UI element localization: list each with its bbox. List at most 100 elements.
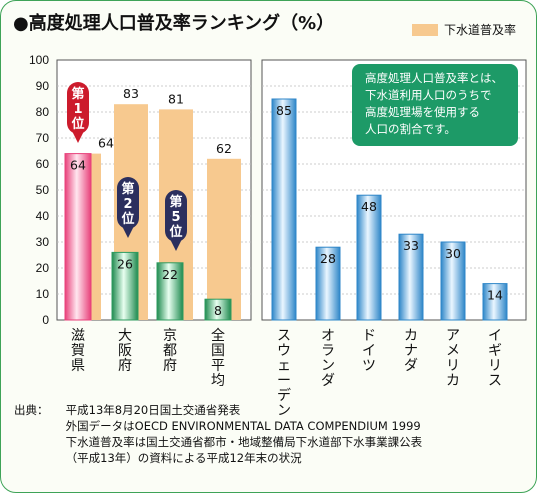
x-tick-label: 平	[211, 358, 225, 374]
rank-badge-text: 位	[121, 211, 134, 227]
treatment-bar	[271, 98, 297, 321]
x-tick-label: イ	[362, 343, 376, 359]
x-tick-label: 京	[163, 328, 177, 344]
source-line: 平成13年8月20日国土交通省発表	[65, 403, 241, 417]
x-tick-label: 府	[118, 358, 132, 374]
x-tick-label: ウ	[277, 343, 291, 359]
rank-badge	[165, 190, 187, 242]
y-tick-label: 80	[36, 105, 50, 119]
rank-badge-text: 位	[169, 224, 182, 240]
sewer-bar	[207, 158, 241, 320]
definition-callout-text: 下水道利用人口のうちで	[365, 88, 492, 102]
rank-badge-text: 1	[73, 102, 82, 117]
rank-badge-pointer	[72, 131, 84, 143]
legend-swatch-sewer	[411, 23, 438, 36]
treatment-value-label: 48	[361, 199, 377, 214]
x-tick-label: カ	[446, 373, 460, 389]
y-tick-label: 10	[36, 287, 50, 301]
rank-badge-text: 第	[121, 181, 134, 197]
definition-callout-text: 高度処理場を使用する	[365, 105, 480, 119]
x-tick-label: ツ	[362, 358, 376, 374]
x-tick-label: ド	[362, 328, 376, 344]
sewer-value-label: 81	[168, 91, 184, 106]
treatment-bar	[482, 283, 508, 321]
x-tick-label: イ	[488, 328, 502, 344]
x-tick-label: ス	[488, 373, 502, 389]
sewer-value-label: 62	[216, 141, 232, 156]
x-tick-label: 大	[118, 328, 132, 344]
x-tick-label: 阪	[118, 343, 132, 359]
treatment-value-label: 8	[214, 303, 222, 318]
source-line: 下水道普及率は国土交通省都市・地域整備局下水道部下水事業課公表	[65, 435, 423, 449]
x-tick-label: リ	[446, 358, 460, 374]
treatment-value-label: 26	[117, 256, 133, 271]
y-tick-label: 40	[36, 209, 50, 223]
treatment-bar	[315, 246, 341, 321]
x-tick-label: ダ	[321, 373, 335, 389]
x-tick-label: 均	[211, 373, 225, 389]
source-label: 出典：	[14, 403, 49, 417]
x-tick-label: ア	[446, 328, 460, 344]
x-tick-label: ス	[277, 328, 291, 344]
source-line: 外国データはOECD ENVIRONMENTAL DATA COMPENDIUM…	[65, 419, 421, 433]
x-tick-label: ナ	[404, 343, 418, 359]
y-tick-label: 50	[36, 183, 50, 197]
rank-badge-text: 第	[71, 86, 84, 102]
chart-title: ●高度処理人口普及率ランキング（%）	[13, 13, 335, 34]
x-tick-label: カ	[404, 328, 418, 344]
rank-badge	[67, 82, 89, 134]
definition-callout-text: 人口の割合です。	[365, 122, 456, 136]
source-line: （平成13年）の資料による平成12年末の状況	[65, 451, 302, 465]
x-tick-label: ェ	[277, 358, 291, 374]
treatment-bar	[204, 298, 232, 321]
x-tick-label: ン	[321, 358, 335, 374]
x-tick-label: 滋	[71, 328, 85, 344]
y-tick-label: 30	[36, 235, 50, 249]
treatment-bar	[156, 262, 184, 321]
treatment-value-label: 30	[445, 246, 461, 261]
x-tick-label: ン	[277, 403, 291, 419]
y-tick-label: 20	[36, 261, 50, 275]
treatment-value-label: 64	[70, 158, 86, 173]
x-tick-label: ダ	[404, 358, 418, 374]
rank-badge	[117, 177, 139, 229]
treatment-value-label: 85	[276, 103, 292, 118]
y-tick-label: 100	[29, 53, 49, 67]
legend-label-sewer: 下水道普及率	[443, 23, 516, 37]
x-tick-label: 賀	[71, 343, 85, 359]
y-tick-label: 60	[36, 157, 50, 171]
rank-badge-pointer	[170, 239, 182, 251]
rank-badge-text: 第	[169, 194, 182, 210]
treatment-bar	[440, 241, 466, 321]
rank-badge-text: 2	[123, 197, 132, 212]
x-tick-label: 国	[211, 343, 225, 359]
x-tick-label: メ	[446, 343, 460, 359]
treatment-bar	[111, 251, 139, 321]
x-tick-label: 都	[163, 343, 177, 359]
x-tick-label: ギ	[488, 343, 502, 359]
treatment-bar	[356, 194, 382, 321]
y-tick-label: 0	[42, 313, 49, 327]
x-tick-label: ー	[277, 373, 291, 389]
definition-callout-text: 高度処理人口普及率とは、	[365, 71, 503, 85]
definition-callout	[352, 64, 518, 146]
treatment-value-label: 22	[162, 267, 178, 282]
sewer-value-label: 83	[123, 86, 139, 101]
x-tick-label: 府	[163, 358, 177, 374]
treatment-bar	[398, 233, 424, 321]
x-tick-label: デ	[277, 387, 291, 404]
x-tick-label: 県	[71, 358, 85, 374]
x-tick-label: ラ	[321, 343, 335, 359]
treatment-value-label: 33	[403, 238, 419, 253]
rank-badge-text: 5	[171, 210, 180, 225]
treatment-bar	[64, 153, 92, 321]
y-tick-label: 90	[36, 79, 50, 93]
rank-badge-pointer	[122, 226, 134, 238]
treatment-value-label: 14	[487, 288, 503, 303]
rank-badge-text: 位	[71, 116, 84, 132]
y-tick-label: 70	[36, 131, 50, 145]
source-note: 出典： 平成13年8月20日国土交通省発表 外国データはOECD ENVIRON…	[14, 402, 422, 466]
x-tick-label: リ	[488, 358, 502, 374]
x-tick-label: 全	[211, 327, 225, 344]
